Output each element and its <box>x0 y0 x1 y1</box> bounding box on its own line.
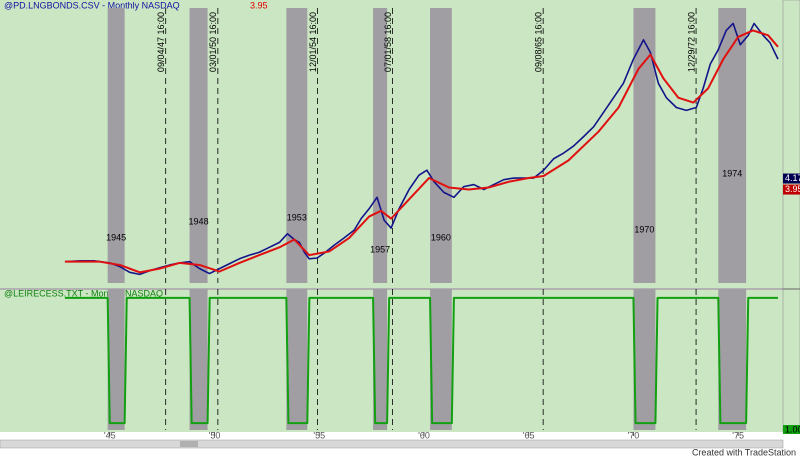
x-tick-label: '70 <box>628 430 640 440</box>
recession-band <box>189 8 208 283</box>
scrollbar[interactable] <box>0 439 784 449</box>
x-tick-label: '50 <box>209 430 221 440</box>
marker-label: 09/04/47 16:00 <box>156 12 166 72</box>
recession-band <box>373 289 388 430</box>
upper-title: @PD.LNGBONDS.CSV - Monthly NASDAQ <box>4 0 180 10</box>
recession-label: 1970 <box>634 224 654 234</box>
scrollbar-thumb[interactable] <box>180 441 198 447</box>
recession-band <box>189 289 208 430</box>
recession-band <box>718 289 747 430</box>
x-tick-label: '60 <box>418 430 430 440</box>
recession-label: 1957 <box>370 244 390 254</box>
lower-title: @LEIRECESS.TXT - Monthly NASDAQ <box>4 288 163 298</box>
recession-band <box>633 289 656 430</box>
last-value-box <box>783 425 800 434</box>
x-tick-label: '45 <box>104 430 116 440</box>
price-scale <box>782 0 800 433</box>
last-value-label: 1.00 <box>785 424 800 434</box>
recession-band <box>286 8 308 283</box>
last-value-box <box>783 173 800 184</box>
recession-label: 1960 <box>431 232 451 242</box>
recession-label: 1953 <box>287 212 307 222</box>
recession-band <box>107 289 125 430</box>
last-value-box <box>783 184 800 195</box>
series-line <box>64 22 779 276</box>
x-tick-label: '65 <box>523 430 535 440</box>
footer: Created with TradeStation <box>692 447 796 457</box>
recession-label: 1945 <box>106 232 126 242</box>
marker-label: 07/01/58 16:00 <box>383 12 393 72</box>
recession-band <box>107 8 125 283</box>
last-value-label: 4.17 <box>785 173 800 183</box>
recession-label: 1974 <box>722 168 742 178</box>
recession-label: 1948 <box>189 216 209 226</box>
x-tick-label: '55 <box>313 430 325 440</box>
series-line <box>64 29 779 274</box>
marker-label: 12/29/72 16:00 <box>686 12 696 72</box>
recession-band <box>373 8 388 283</box>
signal-line <box>64 296 778 425</box>
marker-label: 09/08/65 16:00 <box>534 12 544 72</box>
last-value-label: 3.95 <box>785 184 800 194</box>
marker-label: 12/01/54 16:00 <box>308 12 318 72</box>
ma-label: 3.95 <box>250 0 268 10</box>
recession-band <box>718 8 747 283</box>
recession-band <box>430 8 452 283</box>
recession-band <box>633 8 656 283</box>
marker-label: 03/01/50 16:00 <box>208 12 218 72</box>
x-tick-label: '75 <box>732 430 744 440</box>
recession-band <box>430 289 452 430</box>
recession-band <box>286 289 308 430</box>
